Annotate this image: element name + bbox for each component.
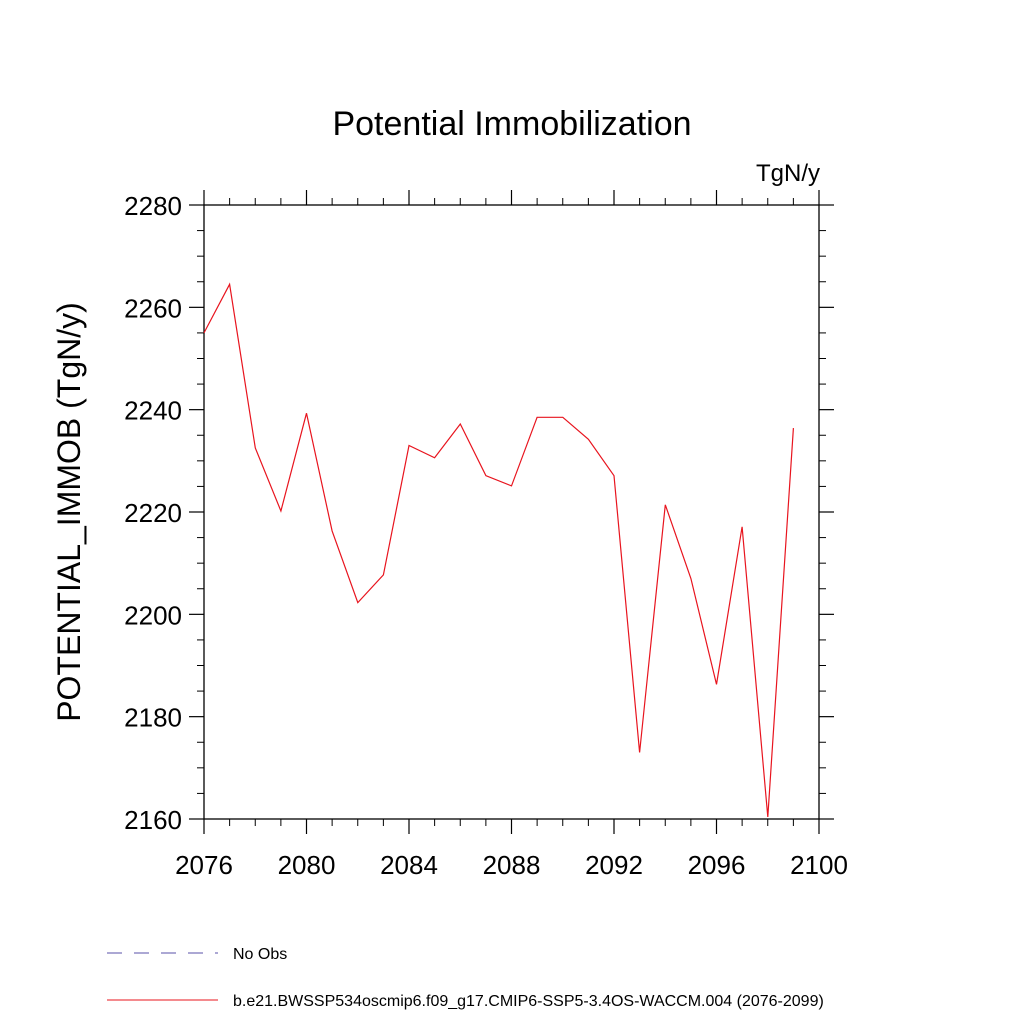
series-layer [203, 282, 794, 818]
y-tick-label-2220: 2220 [124, 498, 182, 528]
x-tick-label-2092: 2092 [585, 850, 643, 880]
y-tick-label-2260: 2260 [124, 293, 182, 323]
x-tick-label-2100: 2100 [790, 850, 848, 880]
y-tick-label-2160: 2160 [124, 805, 182, 835]
chart-title: Potential Immobilization [332, 105, 691, 143]
legend: No Obs b.e21.BWSSP534oscmip6.f09_g17.CMI… [107, 946, 824, 1010]
x-tick-label-2076: 2076 [175, 850, 233, 880]
legend-label-model: b.e21.BWSSP534oscmip6.f09_g17.CMIP6-SSP5… [233, 993, 824, 1010]
x-tick-label-2084: 2084 [380, 850, 438, 880]
plot-frame [203, 204, 820, 820]
units-label: TgN/y [756, 160, 820, 187]
x-tick-label-2080: 2080 [278, 850, 336, 880]
x-tick-label-2096: 2096 [688, 850, 746, 880]
y-tick-label-2180: 2180 [124, 703, 182, 733]
x-tick-label-2088: 2088 [483, 850, 541, 880]
y-tick-label-2240: 2240 [124, 396, 182, 426]
legend-label-no-obs: No Obs [233, 946, 287, 963]
axis-ticks [189, 190, 834, 834]
series-line-0 [203, 282, 794, 818]
y-axis-label: POTENTIAL_IMMOB (TgN/y) [51, 302, 87, 722]
y-tick-label-2200: 2200 [124, 600, 182, 630]
axis-tick-labels: 2076 2080 2084 2088 2092 2096 2100 2160 2180 2200… [124, 191, 848, 880]
y-tick-label-2280: 2280 [124, 191, 182, 221]
